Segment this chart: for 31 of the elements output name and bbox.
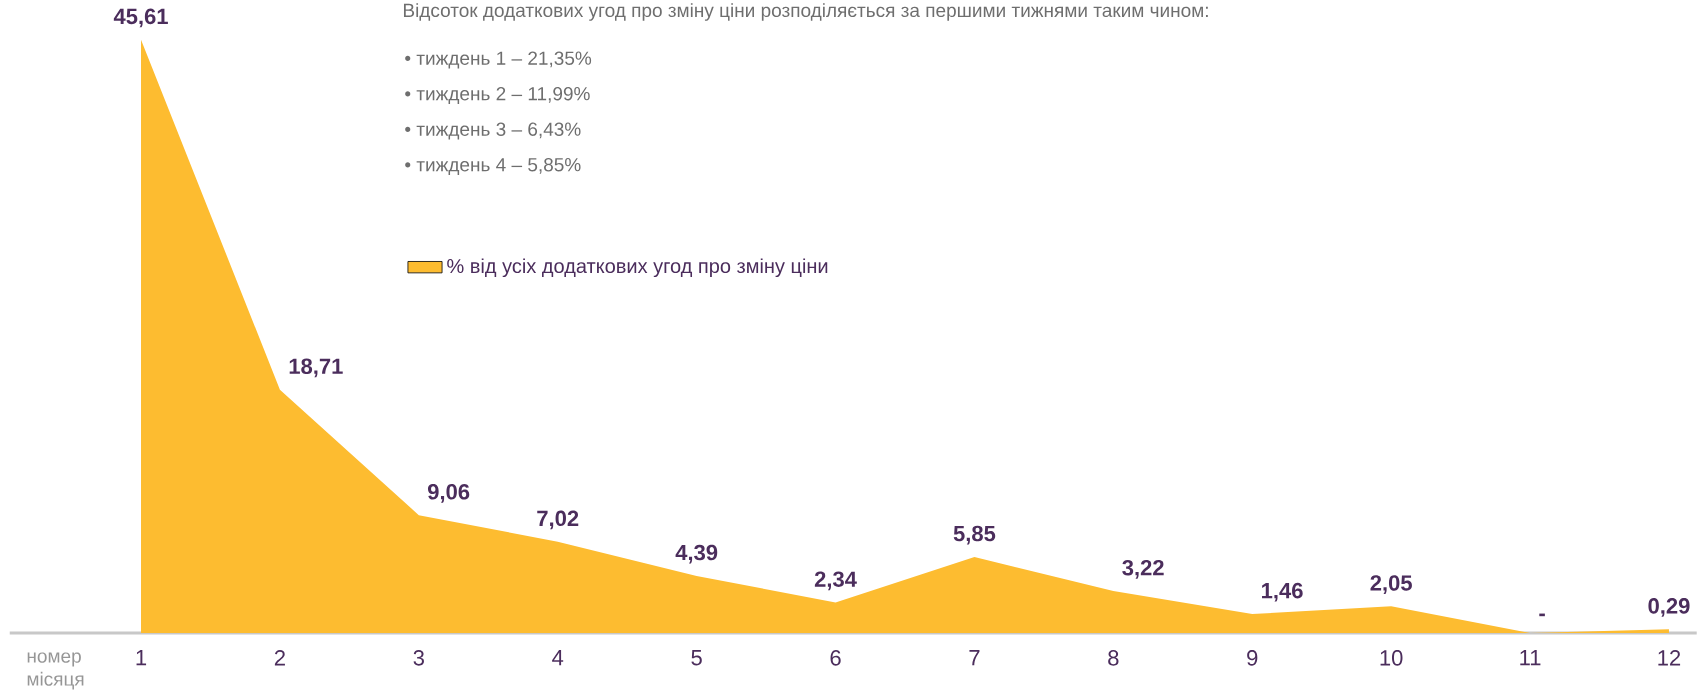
data-label: 18,71 [289, 358, 343, 378]
data-label: - [1539, 613, 1545, 617]
x-tick-label: 6 [830, 650, 841, 666]
x-tick-label: 7 [969, 650, 980, 666]
annotation: • тиждень 1 – 21,35% [405, 51, 592, 69]
x-tick-label: 9 [1247, 650, 1258, 666]
data-label: 9,06 [427, 484, 470, 503]
x-tick-label: 12 [1658, 650, 1681, 666]
data-label: 2,05 [1370, 575, 1412, 594]
x-tick-label: 8 [1108, 650, 1119, 666]
x-tick-label: 2 [274, 650, 285, 666]
data-label: 5,85 [953, 525, 996, 545]
data-label: 3,22 [1122, 559, 1164, 579]
data-label: 1,46 [1262, 582, 1303, 602]
data-label: 2,34 [814, 571, 857, 591]
annotation: • тиждень 2 – 11,99% [405, 86, 590, 105]
data-label: 7,02 [537, 510, 579, 530]
x-axis-title: номер місяця [27, 652, 84, 690]
x-tick-label: 10 [1380, 650, 1403, 666]
data-label: 0,29 [1648, 598, 1690, 617]
annotation: • тиждень 4 – 5,85% [405, 157, 581, 176]
x-tick-label: 11 [1520, 650, 1541, 666]
x-tick-label: 5 [691, 650, 702, 666]
data-label: 4,39 [675, 544, 718, 564]
data-label: 45,61 [113, 8, 168, 28]
x-tick-label: 4 [552, 650, 564, 666]
legend-label: % від усіх додаткових угод про зміну ціни [447, 258, 828, 278]
x-tick-label: 3 [413, 650, 424, 666]
text: Відсоток додаткових угод про зміну ціни розподіляється за першими тижнями таким чином: [403, 3, 1208, 21]
x-tick-label: 1 [136, 650, 147, 666]
annotation: • тиждень 3 – 6,43% [405, 122, 581, 140]
